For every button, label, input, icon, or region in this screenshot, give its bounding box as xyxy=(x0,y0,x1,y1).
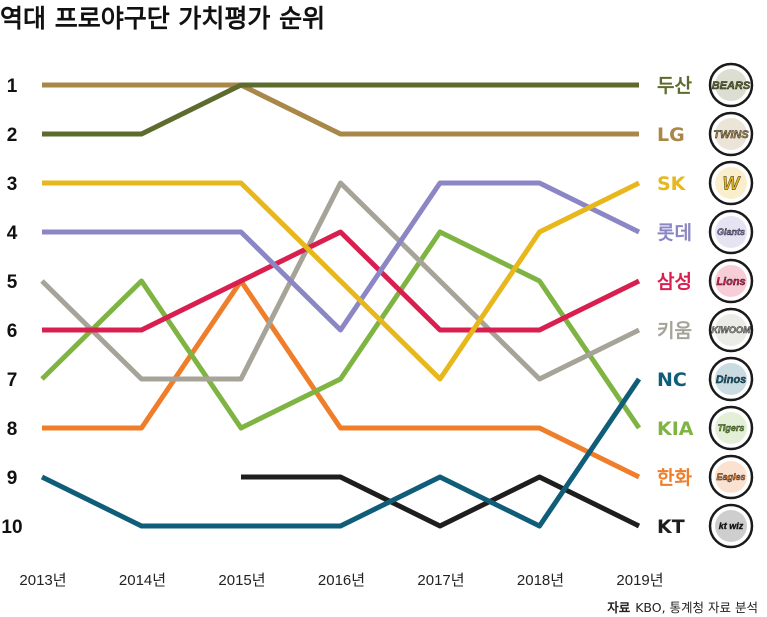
lg-twins-logo-fill xyxy=(715,118,747,150)
team-label-kia-tigers: KIA xyxy=(657,418,694,440)
doosan-bears-logo-text: BEARS xyxy=(712,80,751,92)
rank-tick-5: 5 xyxy=(7,272,18,293)
samsung-lions-logo: Lions xyxy=(708,258,754,304)
rank-axis: 1 2 3 4 5 6 7 8 9 10 xyxy=(1,76,22,538)
rank-tick-2: 2 xyxy=(7,125,18,146)
source-note: 자료 KBO, 통계청 자료 분석 xyxy=(607,600,758,615)
year-axis: 2013년 2014년 2015년 2016년 2017년 2018년 2019년 xyxy=(19,572,663,589)
year-tick-2016년: 2016년 xyxy=(318,572,365,589)
sk-wyverns-logo-ring xyxy=(708,160,754,206)
sk-wyverns-logo-text: W xyxy=(723,173,742,193)
rank-tick-1: 1 xyxy=(7,76,18,97)
series-line-doosan-bears xyxy=(42,82,639,137)
lg-twins-logo-ring xyxy=(708,111,754,157)
doosan-bears-logo-fill xyxy=(715,69,747,101)
series-line-kiwoom-heroes xyxy=(40,180,641,382)
kiwoom-heroes-logo: KIWOOM xyxy=(708,307,754,353)
series-line-lotte-giants xyxy=(42,180,641,333)
rank-tick-9: 9 xyxy=(7,468,18,489)
rank-tick-6: 6 xyxy=(7,321,18,342)
kia-tigers-logo-ring xyxy=(708,405,754,451)
kt-wiz-logo-fill xyxy=(715,510,747,542)
kia-tigers-logo-text: Tigers xyxy=(718,423,745,433)
source-label: 자료 xyxy=(607,600,631,615)
series-lines xyxy=(40,82,642,529)
lotte-giants-logo-fill xyxy=(715,216,747,248)
kiwoom-heroes-logo-fill xyxy=(715,314,747,346)
kiwoom-heroes-logo-text: KIWOOM xyxy=(712,325,751,335)
nc-dinos-logo-ring xyxy=(708,356,754,402)
samsung-lions-logo-text: Lions xyxy=(716,276,745,288)
samsung-lions-logo-ring xyxy=(708,258,754,304)
year-tick-2017년: 2017년 xyxy=(417,572,464,589)
sk-wyverns-logo-fill xyxy=(715,167,747,199)
team-label-samsung-lions: 삼성 xyxy=(657,271,692,293)
source-text: KBO, 통계청 자료 분석 xyxy=(635,600,758,615)
nc-dinos-logo-text: Dinos xyxy=(716,374,747,386)
year-tick-2018년: 2018년 xyxy=(517,572,564,589)
rank-tick-3: 3 xyxy=(7,174,18,195)
lg-twins-logo: TWINS xyxy=(708,111,754,157)
doosan-bears-logo: BEARS xyxy=(708,62,754,108)
chart-title: 역대 프로야구단 가치평가 순위 xyxy=(0,4,325,33)
lotte-giants-logo: Giants xyxy=(708,209,754,255)
team-label-hanwha-eagles: 한화 xyxy=(657,467,692,489)
team-label-lg-twins: LG xyxy=(657,124,685,146)
team-label-lotte-giants: 롯데 xyxy=(657,222,692,244)
nc-dinos-logo-fill xyxy=(715,363,747,395)
kt-wiz-logo-text: kt wiz xyxy=(719,521,744,531)
nc-dinos-logo: Dinos xyxy=(708,356,754,402)
team-label-kt-wiz: KT xyxy=(657,516,685,538)
rank-tick-7: 7 xyxy=(7,370,18,391)
rank-tick-8: 8 xyxy=(7,419,18,440)
rank-tick-10: 10 xyxy=(1,517,22,538)
team-label-sk-wyverns: SK xyxy=(657,173,687,195)
doosan-bears-logo-ring xyxy=(708,62,754,108)
sk-wyverns-logo: W xyxy=(708,160,754,206)
kiwoom-heroes-logo-ring xyxy=(708,307,754,353)
samsung-lions-logo-fill xyxy=(715,265,747,297)
year-tick-2019년: 2019년 xyxy=(616,572,663,589)
series-line-nc-dinos xyxy=(40,377,642,529)
rank-tick-4: 4 xyxy=(7,223,18,244)
team-label-doosan-bears: 두산 xyxy=(657,75,692,97)
hanwha-eagles-logo: Eagles xyxy=(708,454,754,500)
kia-tigers-logo-fill xyxy=(715,412,747,444)
series-line-hanwha-eagles xyxy=(42,278,641,480)
kt-wiz-logo: kt wiz xyxy=(708,503,754,549)
hanwha-eagles-logo-text: Eagles xyxy=(716,472,745,482)
series-line-kt-wiz xyxy=(241,474,641,529)
series-line-samsung-lions xyxy=(42,229,641,333)
hanwha-eagles-logo-ring xyxy=(708,454,754,500)
year-tick-2013년: 2013년 xyxy=(19,572,66,589)
team-label-kiwoom-heroes: 키움 xyxy=(657,320,692,342)
series-line-kia-tigers xyxy=(40,229,642,431)
kt-wiz-logo-ring xyxy=(708,503,754,549)
series-line-lg-twins xyxy=(42,82,639,137)
lotte-giants-logo-text: Giants xyxy=(717,227,745,237)
kia-tigers-logo: Tigers xyxy=(708,405,754,451)
year-tick-2015년: 2015년 xyxy=(218,572,265,589)
team-label-nc-dinos: NC xyxy=(657,369,687,391)
year-tick-2014년: 2014년 xyxy=(119,572,166,589)
lotte-giants-logo-ring xyxy=(708,209,754,255)
team-logos: BEARS TWINS W Giants Lions KIWOOM Dinos Tigers E… xyxy=(708,62,754,549)
lg-twins-logo-text: TWINS xyxy=(713,129,749,141)
series-line-sk-wyverns xyxy=(42,180,641,382)
hanwha-eagles-logo-fill xyxy=(715,461,747,493)
